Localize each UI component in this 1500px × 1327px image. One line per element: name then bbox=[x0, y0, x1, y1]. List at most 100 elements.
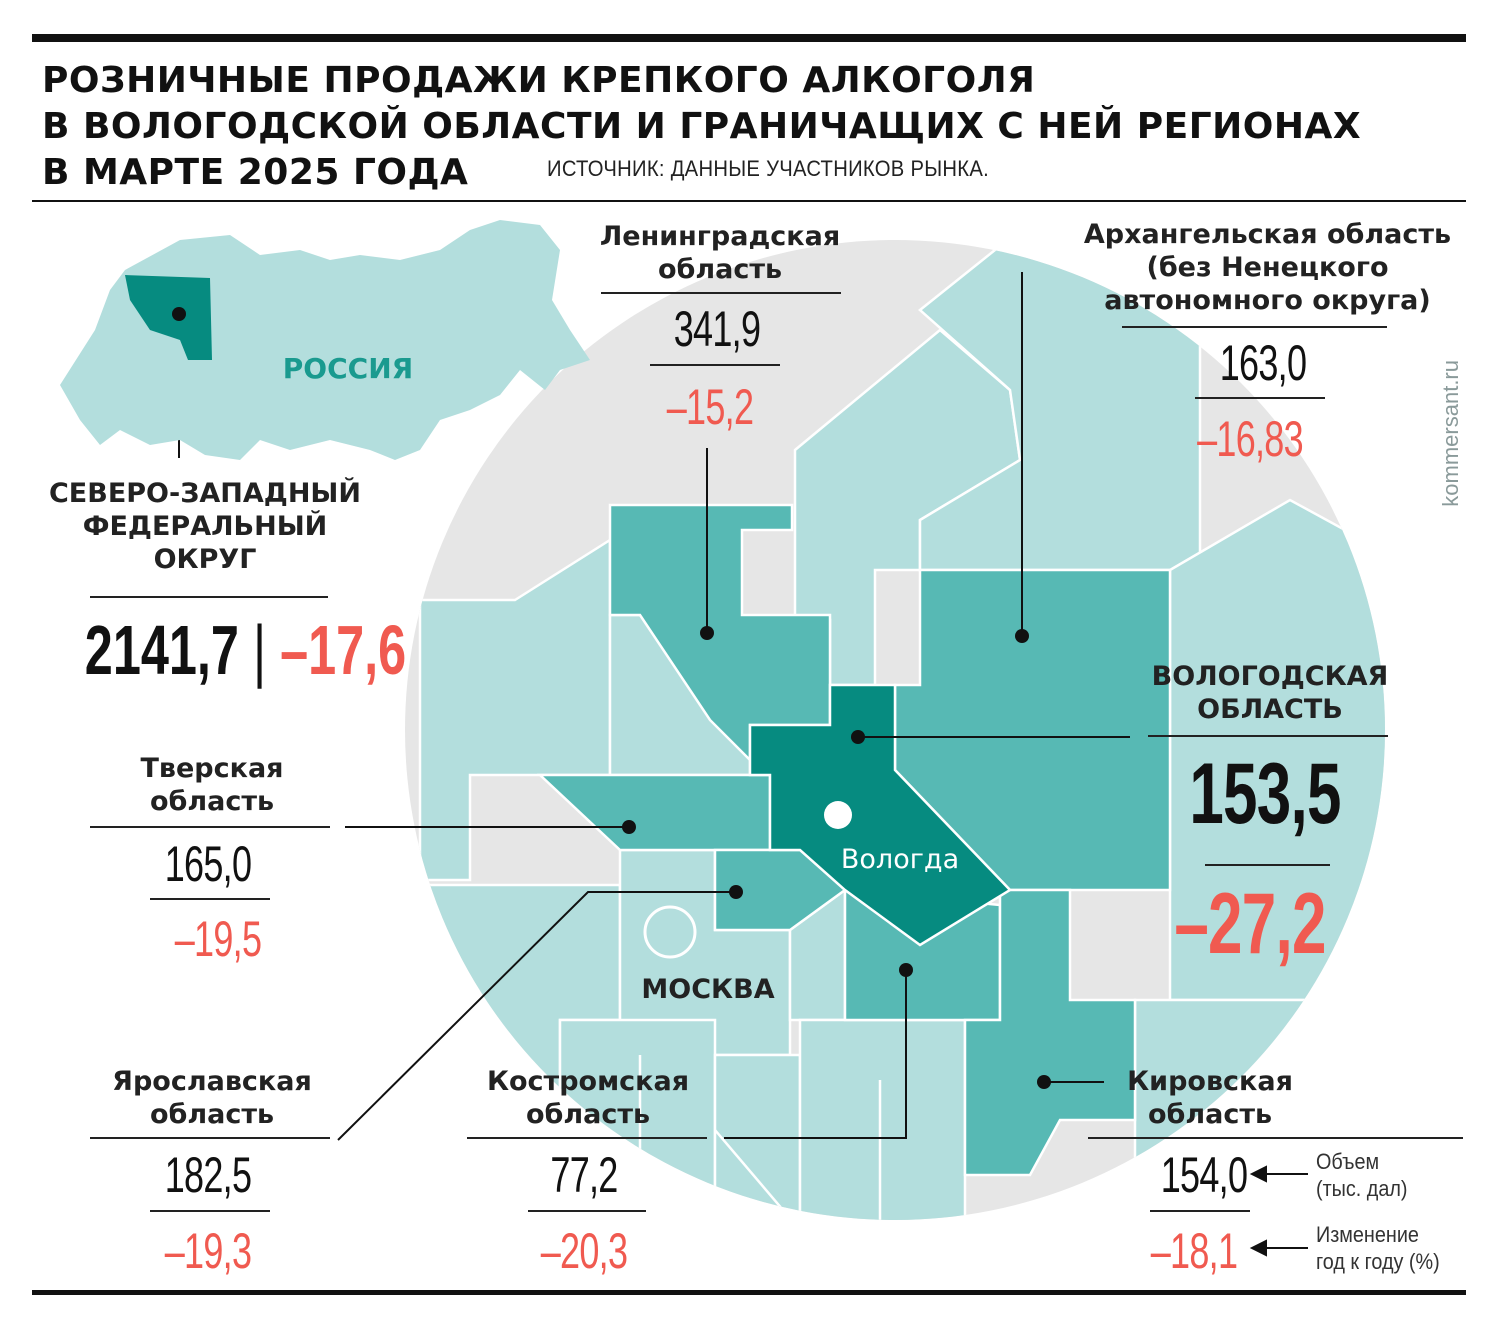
moscow-label: МОСКВА bbox=[641, 974, 774, 1005]
leningrad-sub-underline bbox=[650, 364, 780, 366]
header-rule bbox=[32, 200, 1466, 202]
vologda-name: ВОЛОГОДСКАЯ ОБЛАСТЬ bbox=[1130, 660, 1410, 726]
leningrad-change: –15,2 bbox=[666, 379, 754, 435]
yaroslavl-underline bbox=[90, 1137, 330, 1139]
tver-name: Тверская область bbox=[72, 752, 352, 818]
kostroma-change: –20,3 bbox=[540, 1223, 628, 1279]
nwfd-dot bbox=[172, 307, 186, 321]
leningrad-underline bbox=[601, 292, 841, 294]
tver-name-line-2: область bbox=[149, 786, 275, 817]
leader-dots bbox=[622, 626, 1051, 1089]
dot-kostroma bbox=[899, 963, 913, 977]
region-komi bbox=[1168, 498, 1385, 1002]
tver-volume: 165,0 bbox=[164, 836, 252, 892]
yaroslavl-name-line-1: Ярославская bbox=[112, 1066, 312, 1097]
leader-yaroslavl bbox=[337, 891, 736, 1141]
legend-change-line-1: Изменение bbox=[1316, 1222, 1419, 1247]
arkhangelsk-name-line-1: Архангельская область bbox=[1083, 219, 1452, 250]
region-vologda-shape bbox=[748, 683, 1012, 947]
vologda-change: –27,2 bbox=[1174, 876, 1326, 972]
kirov-sub-underline bbox=[1150, 1210, 1250, 1212]
top-rule bbox=[32, 34, 1466, 42]
chart-title: РОЗНИЧНЫЕ ПРОДАЖИ КРЕПКОГО АЛКОГОЛЯ В ВО… bbox=[42, 58, 1361, 196]
kostroma-volume: 77,2 bbox=[550, 1147, 618, 1203]
legend-change-line-2: год к году (%) bbox=[1316, 1249, 1440, 1274]
tver-sub-underline bbox=[150, 898, 270, 900]
yaroslavl-name: Ярославская область bbox=[72, 1065, 352, 1131]
kirov-volume: 154,0 bbox=[1160, 1147, 1248, 1203]
legend-arrows bbox=[1249, 1165, 1308, 1257]
arkhangelsk-name: Архангельская область (без Ненецкого авт… bbox=[1070, 218, 1465, 317]
leader-kostroma bbox=[724, 970, 907, 1139]
kostroma-sub-underline bbox=[528, 1210, 646, 1212]
russia-shape bbox=[60, 220, 590, 460]
legend-volume-line-1: Объем bbox=[1316, 1149, 1380, 1174]
nwfd-name-line-3: ОКРУГ bbox=[153, 544, 257, 575]
bottom-rule bbox=[32, 1290, 1466, 1295]
dot-yaroslavl bbox=[729, 885, 743, 899]
kostroma-name: Костромская область bbox=[448, 1065, 728, 1131]
tver-name-line-1: Тверская bbox=[140, 753, 284, 784]
dot-kirov bbox=[1037, 1075, 1051, 1089]
leningrad-name-line-2: область bbox=[657, 254, 783, 285]
leningrad-volume: 341,9 bbox=[673, 301, 761, 357]
arkhangelsk-sub-underline bbox=[1195, 397, 1325, 399]
inset-country-label: РОССИЯ bbox=[283, 352, 413, 385]
region-nizhny bbox=[798, 1018, 967, 1220]
nwfd-name-line-1: СЕВЕРО-ЗАПАДНЫЙ bbox=[48, 478, 362, 509]
arkhangelsk-name-line-3: автономного округа) bbox=[1104, 285, 1431, 316]
arrow-change-head bbox=[1249, 1239, 1267, 1257]
yaroslavl-volume: 182,5 bbox=[164, 1147, 252, 1203]
kirov-name-line-2: область bbox=[1147, 1099, 1273, 1130]
arkhangelsk-volume: 163,0 bbox=[1219, 335, 1307, 391]
kostroma-name-line-2: область bbox=[525, 1099, 651, 1130]
title-line-3: В МАРТЕ 2025 ГОДА bbox=[42, 152, 469, 193]
kirov-name-line-1: Кировская bbox=[1127, 1066, 1293, 1097]
region-south-2 bbox=[713, 1053, 802, 1220]
title-line-2: В ВОЛОГОДСКОЙ ОБЛАСТИ И ГРАНИЧАЩИХ С НЕЙ… bbox=[42, 106, 1362, 147]
dot-tver bbox=[622, 820, 636, 834]
leningrad-name: Ленинградская область bbox=[570, 220, 870, 286]
arkhangelsk-name-line-2: (без Ненецкого bbox=[1146, 252, 1389, 283]
leningrad-name-line-1: Ленинградская bbox=[599, 221, 841, 252]
nwfd-separator: | bbox=[252, 611, 267, 689]
nwfd-volume: 2141,7 bbox=[84, 611, 239, 689]
arkhangelsk-underline bbox=[1122, 326, 1387, 328]
dot-arkhangelsk bbox=[1015, 629, 1029, 643]
yaroslavl-change: –19,3 bbox=[164, 1223, 252, 1279]
capital-label: Вологда bbox=[841, 844, 959, 875]
arrow-volume-head bbox=[1249, 1165, 1267, 1183]
kirov-change: –18,1 bbox=[1150, 1223, 1238, 1279]
nwfd-name: СЕВЕРО-ЗАПАДНЫЙ ФЕДЕРАЛЬНЫЙ ОКРУГ bbox=[30, 477, 380, 576]
region-kirov-shape bbox=[963, 888, 1137, 1177]
kostroma-name-line-1: Костромская bbox=[486, 1066, 690, 1097]
vologda-name-line-1: ВОЛОГОДСКАЯ bbox=[1151, 661, 1389, 692]
dot-vologda bbox=[851, 730, 865, 744]
yaroslavl-sub-underline bbox=[150, 1210, 270, 1212]
yaroslavl-name-line-2: область bbox=[149, 1099, 275, 1130]
vologda-name-line-2: ОБЛАСТЬ bbox=[1197, 694, 1343, 725]
watermark: kommersant.ru bbox=[1438, 360, 1463, 507]
source-note: ИСТОЧНИК: ДАННЫЕ УЧАСТНИКОВ РЫНКА. bbox=[547, 156, 990, 181]
title-line-1: РОЗНИЧНЫЕ ПРОДАЖИ КРЕПКОГО АЛКОГОЛЯ bbox=[42, 60, 1036, 101]
nwfd-shape bbox=[125, 275, 212, 360]
nwfd-name-line-2: ФЕДЕРАЛЬНЫЙ bbox=[82, 511, 328, 542]
legend-change-text: Изменение год к году (%) bbox=[1316, 1221, 1440, 1275]
legend-volume-line-2: (тыс. дал) bbox=[1316, 1176, 1408, 1201]
tver-change: –19,5 bbox=[174, 911, 262, 967]
kirov-name: Кировская область bbox=[1070, 1065, 1350, 1131]
moscow-ring bbox=[643, 905, 697, 959]
kirov-underline bbox=[1088, 1137, 1463, 1139]
vologda-underline bbox=[1148, 735, 1388, 737]
russia-inset: РОССИЯ bbox=[60, 220, 590, 460]
arkhangelsk-change: –16,83 bbox=[1197, 411, 1304, 467]
dot-leningrad bbox=[700, 626, 714, 640]
nwfd-values: 2141,7 | –17,6 bbox=[84, 610, 406, 690]
nwfd-underline bbox=[90, 596, 328, 598]
vologda-volume: 153,5 bbox=[1189, 746, 1341, 842]
vologda-sub-underline bbox=[1205, 864, 1330, 866]
legend-volume-text: Объем (тыс. дал) bbox=[1316, 1148, 1408, 1202]
kostroma-underline bbox=[467, 1137, 707, 1139]
vologda-city-dot bbox=[824, 801, 852, 829]
